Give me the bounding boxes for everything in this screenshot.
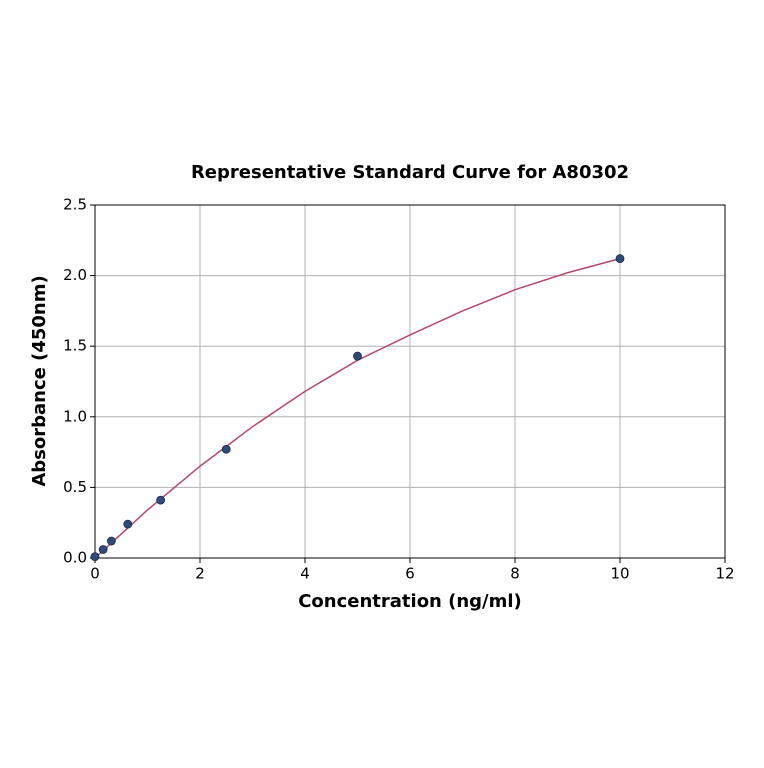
x-tick-label: 6 — [405, 565, 415, 583]
x-tick-label: 12 — [715, 565, 734, 583]
x-tick-label: 10 — [610, 565, 629, 583]
chart-title: Representative Standard Curve for A80302 — [191, 162, 629, 183]
y-tick-label: 0.0 — [63, 549, 87, 567]
plot-frame — [94, 204, 726, 559]
data-point — [156, 495, 166, 505]
data-point — [98, 545, 108, 554]
y-tick-label: 2.0 — [63, 266, 87, 284]
y-tick-label: 2.5 — [63, 196, 87, 214]
y-axis-label: Absorbance (450nm) — [29, 275, 50, 486]
data-point — [353, 351, 362, 361]
y-tick-label: 0.5 — [63, 478, 87, 496]
data-point — [221, 444, 231, 454]
y-tick-label: 1.5 — [63, 337, 87, 355]
y-tick-label: 1.0 — [63, 407, 87, 425]
x-tick-label: 4 — [300, 565, 310, 583]
data-point — [106, 536, 116, 546]
x-axis-label: Concentration (ng/ml) — [298, 591, 522, 612]
data-point — [90, 552, 100, 561]
x-tick-label: 0 — [90, 565, 100, 583]
x-tick-label: 8 — [510, 565, 520, 583]
data-point — [615, 254, 625, 264]
fit-curve — [94, 257, 621, 559]
x-tick-label: 2 — [195, 565, 205, 583]
data-point — [123, 519, 133, 529]
